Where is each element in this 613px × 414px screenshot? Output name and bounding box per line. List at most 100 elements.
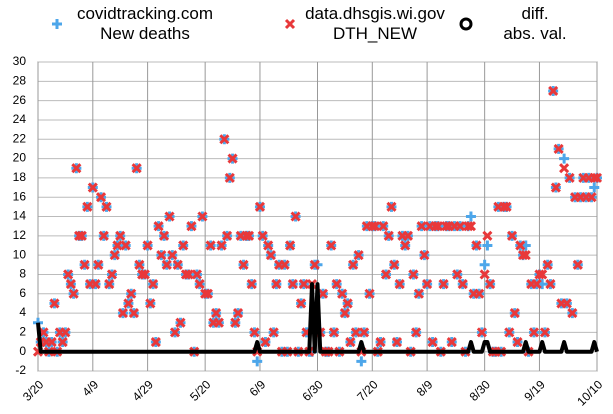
point	[572, 259, 583, 270]
point	[134, 259, 145, 270]
point	[515, 240, 526, 251]
point	[438, 279, 449, 290]
point	[145, 298, 156, 309]
point	[367, 221, 378, 232]
legend-marker	[459, 17, 473, 31]
point	[498, 201, 509, 212]
point	[219, 134, 230, 145]
point	[419, 250, 430, 261]
y-tick-label: 30	[13, 54, 27, 68]
x-tick-label: 5/20	[187, 377, 214, 404]
point	[180, 269, 192, 280]
legend-label: covidtracking.com New deaths	[76, 4, 214, 43]
point	[328, 327, 340, 338]
point	[252, 356, 263, 367]
point	[465, 211, 476, 222]
point	[131, 163, 142, 174]
point	[413, 288, 424, 299]
point	[485, 279, 496, 290]
point	[139, 269, 150, 280]
point	[545, 279, 556, 290]
point	[178, 240, 189, 251]
point	[285, 240, 296, 251]
point	[186, 221, 197, 232]
point	[534, 269, 545, 280]
point	[457, 279, 468, 290]
legend-marker	[52, 19, 62, 29]
point	[561, 298, 572, 309]
point	[359, 327, 370, 338]
point	[378, 221, 389, 232]
point	[559, 153, 570, 164]
y-tick-label: 2	[19, 325, 26, 339]
point	[128, 308, 139, 319]
point	[290, 211, 301, 222]
point	[161, 259, 172, 270]
y-tick-label: 26	[13, 93, 27, 107]
y-tick-label: 24	[13, 112, 27, 126]
point	[375, 336, 386, 348]
point	[394, 279, 405, 290]
point	[172, 259, 183, 270]
point	[408, 269, 419, 280]
point	[553, 143, 564, 154]
x-tick-label: 6/30	[299, 377, 326, 404]
point	[520, 250, 531, 261]
point	[224, 172, 235, 183]
diff-line	[36, 282, 599, 354]
point	[71, 163, 82, 174]
point	[79, 259, 90, 270]
point	[441, 221, 452, 232]
y-tick-label: 4	[19, 305, 26, 319]
point	[402, 230, 413, 241]
point	[76, 230, 87, 241]
point	[531, 279, 542, 290]
point	[123, 298, 134, 309]
point	[169, 327, 181, 338]
point	[106, 269, 118, 280]
x-tick-label: 9/19	[521, 377, 548, 404]
point	[564, 172, 575, 183]
point	[194, 279, 205, 290]
point	[153, 221, 164, 232]
point	[506, 230, 518, 241]
point	[232, 308, 244, 319]
legend-label: data.dhsgis.wi.gov DTH_NEW	[305, 4, 445, 43]
point	[345, 336, 356, 348]
point	[589, 172, 600, 183]
y-tick-label: 22	[13, 131, 27, 145]
y-tick-label: 6	[19, 286, 26, 300]
point	[474, 288, 485, 299]
point	[211, 308, 222, 319]
point	[501, 201, 512, 212]
point	[509, 308, 520, 319]
point	[539, 327, 550, 338]
point	[364, 288, 375, 299]
point	[520, 240, 531, 251]
point	[93, 259, 104, 270]
point	[68, 288, 79, 299]
y-tick-label: 12	[13, 228, 27, 242]
x-tick-label: 4/9	[79, 377, 101, 399]
x-tick-label: 8/9	[414, 377, 436, 399]
point	[101, 201, 112, 212]
point	[454, 221, 466, 232]
point	[389, 259, 400, 270]
point	[342, 298, 353, 309]
y-tick-label: 16	[13, 189, 27, 203]
point	[265, 250, 276, 261]
point	[191, 269, 202, 280]
x-tick-label: 8/30	[467, 377, 494, 404]
y-tick-label: 20	[13, 151, 27, 165]
point	[213, 317, 224, 328]
point	[591, 172, 603, 183]
point	[512, 336, 523, 348]
point	[241, 230, 252, 241]
x-tick-label: 4/29	[130, 377, 157, 404]
point	[279, 259, 290, 270]
point	[550, 182, 561, 193]
point	[115, 230, 126, 241]
x-tick-label: 6/9	[247, 377, 269, 399]
